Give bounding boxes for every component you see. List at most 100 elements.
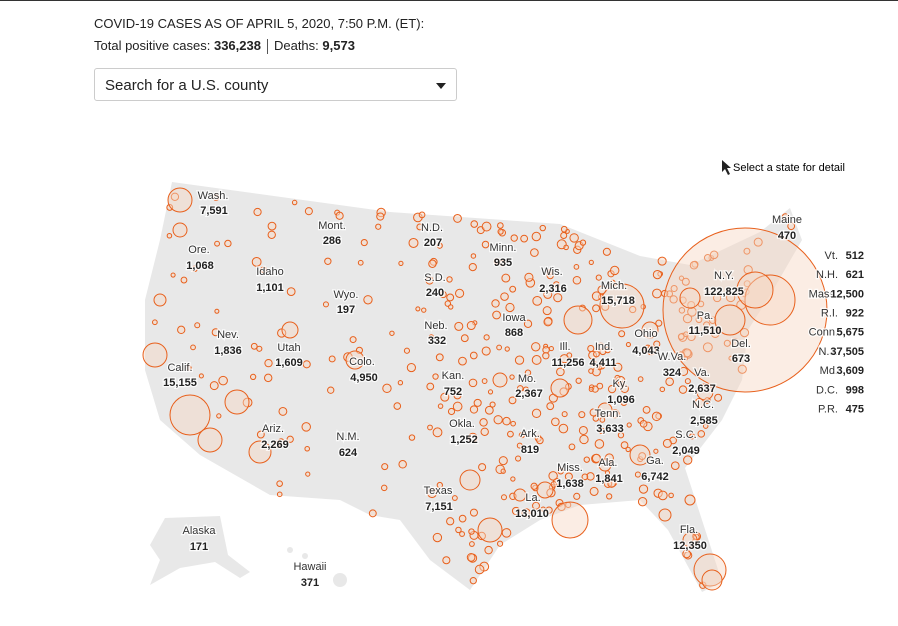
county-bubble <box>415 306 421 312</box>
state-name: Ala. <box>599 457 618 469</box>
county-bubble <box>455 526 462 534</box>
small-state-name: P.R. <box>818 404 838 416</box>
county-bubble <box>209 381 219 391</box>
state-name: Tenn. <box>595 408 622 420</box>
county-bubble <box>595 274 602 281</box>
county-bubble <box>453 391 462 400</box>
deaths: 9,573 <box>322 38 355 53</box>
state-cases: 1,096 <box>607 394 635 406</box>
county-bubble <box>681 277 690 286</box>
state-cases: 1,068 <box>186 260 214 272</box>
small-state-name: Mass. <box>809 288 838 300</box>
county-bubble <box>587 345 595 353</box>
county-bubble <box>248 440 272 464</box>
state-name: Okla. <box>449 418 475 430</box>
small-state-cases: 5,675 <box>836 327 864 339</box>
county-bubble <box>468 262 477 272</box>
county-bubble <box>590 360 597 367</box>
state-cases: 15,718 <box>601 295 635 307</box>
county-bubble <box>592 304 600 313</box>
county-bubble <box>558 423 569 434</box>
state-name: Kan. <box>442 370 465 382</box>
county-bubble <box>694 398 705 408</box>
small-state-name: N.J. <box>818 346 838 358</box>
county-bubble <box>501 273 511 283</box>
county-bubble <box>638 452 647 460</box>
county-bubble <box>597 285 607 295</box>
county-bubble <box>481 240 490 249</box>
county-bubble <box>531 231 542 242</box>
county-bubble <box>601 302 610 311</box>
county-bubble <box>687 300 696 309</box>
county-bubble <box>425 276 434 285</box>
small-state-name: Vt. <box>825 250 838 262</box>
county-bubble <box>701 569 723 591</box>
small-state-name: Conn. <box>809 327 838 339</box>
county-bubble <box>515 455 522 462</box>
county-bubble <box>250 342 258 350</box>
county-bubble <box>604 453 614 463</box>
county-bubble <box>629 444 651 466</box>
state-name: Maine <box>772 214 802 226</box>
separator <box>266 39 268 55</box>
county-bubble <box>726 292 736 303</box>
county-bubble <box>481 221 492 232</box>
county-bubble <box>166 232 173 239</box>
state-cases: 332 <box>428 335 446 347</box>
county-bubble <box>277 438 285 445</box>
county-bubble <box>442 556 451 565</box>
dropdown-arrow[interactable] <box>436 83 446 89</box>
county-bubble <box>496 344 503 351</box>
county-bubble <box>446 517 455 526</box>
state-cases: 7,151 <box>425 501 453 513</box>
county-bubble <box>669 295 678 304</box>
state-cases: 122,825 <box>704 286 744 298</box>
county-bubble <box>510 476 516 482</box>
county-search[interactable]: Search for a U.S. county <box>94 68 457 101</box>
county-bubble <box>403 347 411 354</box>
county-bubble <box>218 375 228 386</box>
county-bubble <box>491 299 500 308</box>
county-bubble <box>368 509 377 518</box>
state-cases: 240 <box>426 287 444 299</box>
state-name: N.D. <box>421 222 443 234</box>
county-bubble <box>540 506 546 512</box>
county-bubble <box>426 382 435 391</box>
county-bubble <box>553 293 563 303</box>
county-bubble <box>703 254 712 262</box>
county-bubble <box>497 228 504 235</box>
county-bubble <box>559 387 568 396</box>
county-bubble <box>618 330 626 338</box>
county-bubble <box>634 471 641 478</box>
county-bubble <box>264 358 273 368</box>
county-bubble <box>432 532 443 543</box>
county-bubble <box>186 365 192 371</box>
county-bubble <box>436 242 443 249</box>
state-name: Neb. <box>424 320 447 332</box>
county-bubble <box>657 490 668 501</box>
search-placeholder: Search for a U.S. county <box>105 77 269 94</box>
small-state-cases: 998 <box>846 384 864 396</box>
county-bubble <box>492 310 501 320</box>
county-bubble <box>597 365 603 371</box>
county-bubble <box>679 287 701 309</box>
county-bubble <box>689 261 699 270</box>
state-name: Ga. <box>646 455 664 467</box>
state-name: N.C. <box>692 399 714 411</box>
county-bubble <box>152 319 158 326</box>
county-bubble <box>787 222 796 231</box>
county-bubble <box>695 316 703 324</box>
top-rule <box>0 0 898 1</box>
state-name: Pa. <box>697 310 714 322</box>
county-bubble <box>703 321 711 329</box>
county-bubble <box>678 307 686 314</box>
state-name: Iowa <box>502 312 526 324</box>
county-bubble <box>453 213 462 223</box>
county-bubble <box>493 258 500 265</box>
county-bubble <box>447 407 456 416</box>
county-bubble <box>470 220 479 228</box>
county-bubble <box>260 266 267 274</box>
county-bubble <box>301 422 311 432</box>
small-state-name: N.H. <box>816 269 838 281</box>
